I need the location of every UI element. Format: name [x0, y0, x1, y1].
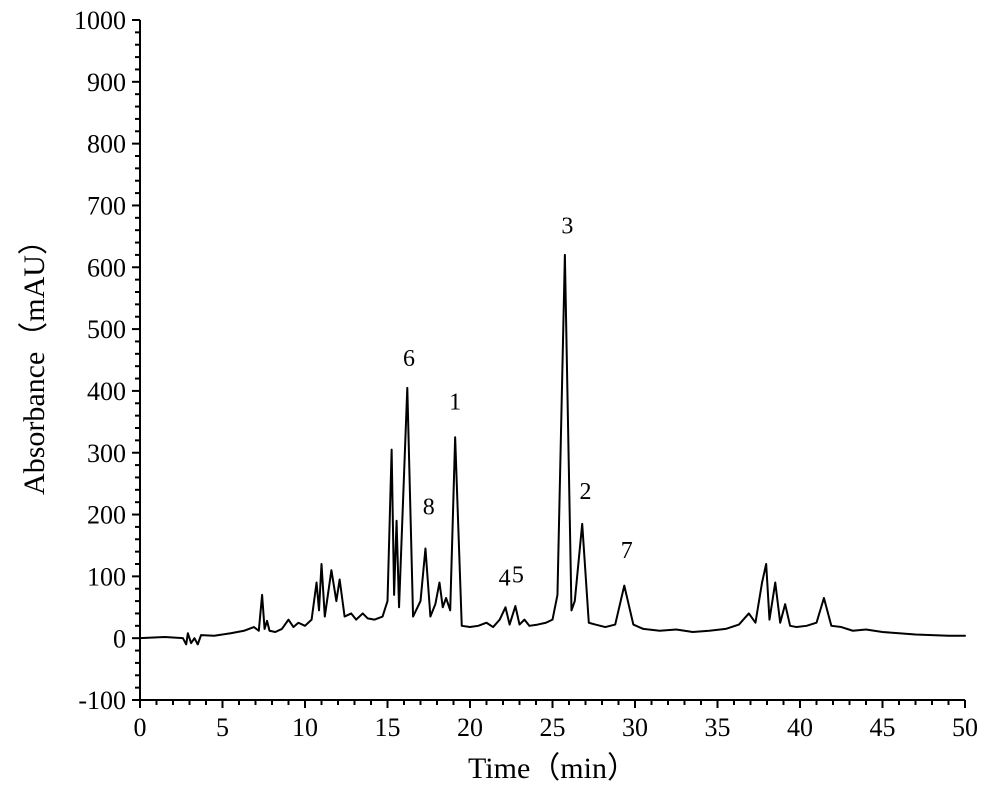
svg-text:600: 600 [87, 253, 126, 282]
svg-text:400: 400 [87, 377, 126, 406]
svg-text:300: 300 [87, 439, 126, 468]
chart-svg: 05101520253035404550-1000100200300400500… [0, 0, 1000, 788]
svg-text:30: 30 [622, 713, 648, 742]
peak-label: 5 [512, 563, 524, 589]
svg-text:100: 100 [87, 562, 126, 591]
svg-text:-100: -100 [78, 686, 126, 715]
y-axis-label: Absorbance（mAU） [18, 225, 51, 495]
svg-text:0: 0 [113, 624, 126, 653]
svg-text:35: 35 [705, 713, 731, 742]
x-axis-label: Time（min） [468, 752, 637, 785]
svg-text:10: 10 [292, 713, 318, 742]
peak-label: 4 [499, 566, 511, 592]
svg-text:800: 800 [87, 130, 126, 159]
peak-label: 3 [561, 213, 573, 239]
svg-text:1000: 1000 [74, 6, 126, 35]
svg-text:500: 500 [87, 315, 126, 344]
svg-text:15: 15 [375, 713, 401, 742]
peak-label: 8 [423, 495, 435, 521]
peak-label: 2 [580, 479, 592, 505]
svg-text:40: 40 [787, 713, 813, 742]
svg-text:900: 900 [87, 68, 126, 97]
svg-text:200: 200 [87, 501, 126, 530]
chromatogram-chart: 05101520253035404550-1000100200300400500… [0, 0, 1000, 788]
svg-text:700: 700 [87, 192, 126, 221]
svg-text:5: 5 [216, 713, 229, 742]
svg-text:0: 0 [134, 713, 147, 742]
svg-text:25: 25 [540, 713, 566, 742]
peak-label: 7 [621, 538, 633, 564]
svg-text:45: 45 [870, 713, 896, 742]
svg-text:50: 50 [952, 713, 978, 742]
peak-label: 1 [449, 389, 461, 415]
peak-label: 6 [403, 346, 415, 372]
svg-text:20: 20 [457, 713, 483, 742]
